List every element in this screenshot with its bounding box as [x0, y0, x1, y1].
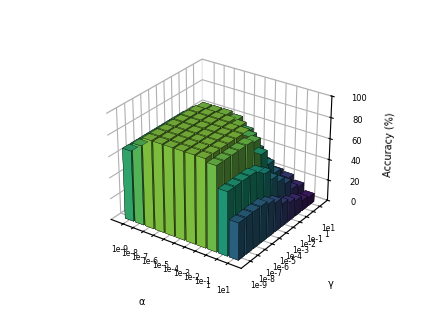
- Y-axis label: γ: γ: [328, 279, 334, 289]
- X-axis label: α: α: [139, 297, 145, 307]
